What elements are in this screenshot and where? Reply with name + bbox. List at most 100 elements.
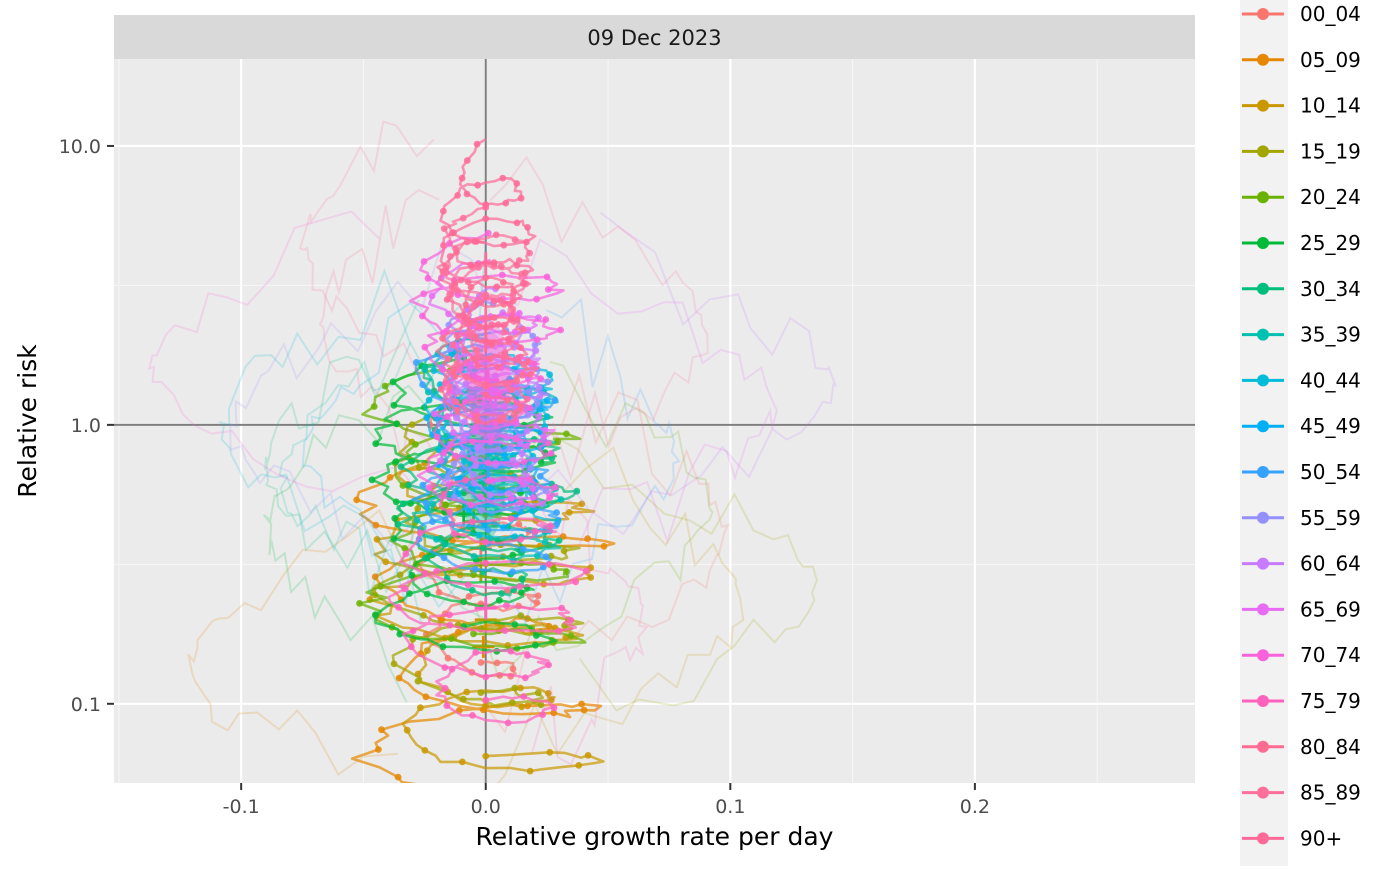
legend-item-70_74[interactable]: 70_74 xyxy=(1242,643,1361,667)
series-point xyxy=(498,271,506,279)
legend-key-point xyxy=(1257,603,1269,616)
series-point xyxy=(484,229,492,237)
legend-item-60_64[interactable]: 60_64 xyxy=(1242,552,1361,576)
series-point xyxy=(472,649,480,656)
series-point xyxy=(479,544,487,552)
series-point xyxy=(519,545,527,553)
series-point xyxy=(544,286,552,293)
series-point xyxy=(394,773,402,781)
series-point xyxy=(486,355,494,363)
series-point xyxy=(525,388,533,396)
series-point xyxy=(440,554,448,562)
series-point xyxy=(459,214,467,222)
series-point xyxy=(500,241,508,249)
series-point xyxy=(532,632,540,639)
legend-item-65_69[interactable]: 65_69 xyxy=(1242,597,1361,621)
series-point xyxy=(555,627,563,635)
series-trail xyxy=(147,210,488,512)
series-point xyxy=(390,401,398,409)
series-point xyxy=(529,494,537,501)
series-point xyxy=(452,398,460,406)
series-point xyxy=(391,514,399,522)
series-point xyxy=(558,604,566,612)
series-point xyxy=(464,581,472,589)
series-point xyxy=(484,459,492,467)
legend-label: 85_89 xyxy=(1300,781,1361,805)
series-point xyxy=(519,280,527,287)
series-point xyxy=(419,312,426,320)
legend-item-25_29[interactable]: 25_29 xyxy=(1242,231,1361,255)
legend-label: 80_84 xyxy=(1300,735,1361,759)
series-point xyxy=(495,596,503,604)
series-80_84 xyxy=(318,188,540,507)
series-point xyxy=(546,494,553,501)
series-point xyxy=(446,508,454,516)
series-point xyxy=(526,249,533,257)
legend-item-15_19[interactable]: 15_19 xyxy=(1242,139,1361,163)
series-point xyxy=(520,458,528,466)
legend-item-40_44[interactable]: 40_44 xyxy=(1242,368,1361,392)
y-tick-label: 10.0 xyxy=(59,136,101,158)
series-point xyxy=(484,526,492,534)
series-point xyxy=(521,674,529,682)
series-trail xyxy=(229,240,492,548)
series-point xyxy=(521,269,529,277)
legend-item-00_04[interactable]: 00_04 xyxy=(1242,2,1361,26)
series-point xyxy=(545,661,552,669)
series-point xyxy=(399,500,407,508)
series-point xyxy=(377,583,384,590)
series-point xyxy=(393,420,400,428)
series-point xyxy=(492,231,500,239)
series-point xyxy=(390,535,398,543)
series-point xyxy=(420,290,427,298)
series-point xyxy=(470,553,478,560)
series-point xyxy=(550,566,558,573)
legend-item-85_89[interactable]: 85_89 xyxy=(1242,781,1361,805)
legend-item-90+[interactable]: 90+ xyxy=(1242,826,1342,850)
legend-item-80_84[interactable]: 80_84 xyxy=(1242,735,1361,759)
legend-key-point xyxy=(1257,511,1269,524)
series-point xyxy=(417,704,424,712)
series-point xyxy=(526,404,534,412)
series-point xyxy=(543,273,551,281)
series-point xyxy=(452,452,460,460)
series-point xyxy=(517,536,524,543)
series-point xyxy=(446,383,454,391)
legend-item-35_39[interactable]: 35_39 xyxy=(1242,323,1361,347)
series-point xyxy=(508,386,515,394)
series-point xyxy=(421,366,429,373)
series-point xyxy=(563,568,570,575)
x-tick-label: -0.1 xyxy=(223,796,260,818)
legend-label: 15_19 xyxy=(1300,139,1361,163)
series-point xyxy=(532,347,540,355)
series-90+ xyxy=(298,120,537,438)
series-point xyxy=(433,433,441,441)
series-point xyxy=(551,397,559,404)
series-point xyxy=(424,274,432,282)
series-point xyxy=(451,372,459,380)
legend-item-55_59[interactable]: 55_59 xyxy=(1242,506,1361,530)
legend-item-10_14[interactable]: 10_14 xyxy=(1242,94,1361,118)
series-point xyxy=(473,140,481,148)
series-point xyxy=(433,536,440,543)
legend-item-20_24[interactable]: 20_24 xyxy=(1242,185,1361,209)
legend-item-05_09[interactable]: 05_09 xyxy=(1242,48,1361,72)
series-trail xyxy=(488,238,778,546)
series-point xyxy=(482,201,490,209)
series-point xyxy=(477,507,485,514)
legend-item-75_79[interactable]: 75_79 xyxy=(1242,689,1361,713)
series-point xyxy=(454,407,461,414)
series-point xyxy=(513,219,521,227)
series-point xyxy=(511,533,519,541)
series-point xyxy=(463,190,471,198)
series-point xyxy=(535,414,543,421)
legend-item-50_54[interactable]: 50_54 xyxy=(1242,460,1361,484)
series-point xyxy=(550,709,558,717)
legend-item-45_49[interactable]: 45_49 xyxy=(1242,414,1361,438)
series-point xyxy=(451,280,459,287)
legend-key-point xyxy=(1257,649,1269,662)
series-point xyxy=(544,690,552,697)
legend-item-30_34[interactable]: 30_34 xyxy=(1242,277,1361,301)
series-point xyxy=(517,612,525,619)
series-point xyxy=(507,647,515,655)
